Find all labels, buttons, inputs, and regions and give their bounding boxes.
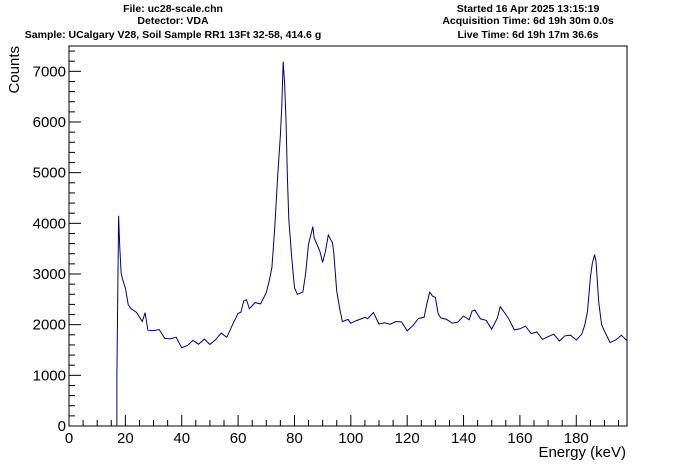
y-axis-title: Counts (6, 46, 23, 94)
x-tick-label: 20 (117, 430, 134, 447)
y-tick-label: 4000 (33, 215, 66, 232)
x-tick-label: 100 (338, 430, 363, 447)
live-time-label: Live Time: 6d 19h 17m 36.6s (457, 29, 599, 41)
acquisition-time-label: Acquisition Time: 6d 19h 30m 0.0s (442, 15, 614, 27)
x-tick-label: 60 (230, 430, 247, 447)
plot-frame (68, 45, 628, 427)
y-tick-label: 6000 (33, 114, 66, 131)
y-tick-label: 1000 (33, 367, 66, 384)
y-tick-label: 7000 (33, 63, 66, 80)
x-tick-label: 120 (395, 430, 420, 447)
started-label: Started 16 Apr 2025 13:15:19 (456, 3, 600, 15)
x-axis: 0 20 40 60 80 100 120 140 160 180 (65, 415, 620, 447)
x-tick-label: 40 (173, 430, 190, 447)
sample-label: Sample: UCalgary V28, Soil Sample RR1 13… (24, 29, 322, 41)
y-tick-label: 3000 (33, 266, 66, 283)
x-tick-label: 80 (286, 430, 303, 447)
x-tick-label: 140 (451, 430, 476, 447)
x-tick-label: 180 (564, 430, 589, 447)
y-tick-label: 2000 (33, 317, 66, 334)
y-tick-label: 0 (58, 418, 66, 435)
y-tick-label: 5000 (33, 165, 66, 182)
detector-label: Detector: VDA (137, 15, 209, 27)
file-label: File: uc28-scale.chn (123, 3, 223, 15)
y-axis: 0 1000 2000 3000 4000 5000 6000 7000 (33, 50, 81, 435)
spectrum-series-line (116, 61, 628, 426)
x-tick-label: 160 (507, 430, 532, 447)
x-tick-label: 0 (65, 430, 73, 447)
x-axis-title: Energy (keV) (538, 444, 626, 461)
